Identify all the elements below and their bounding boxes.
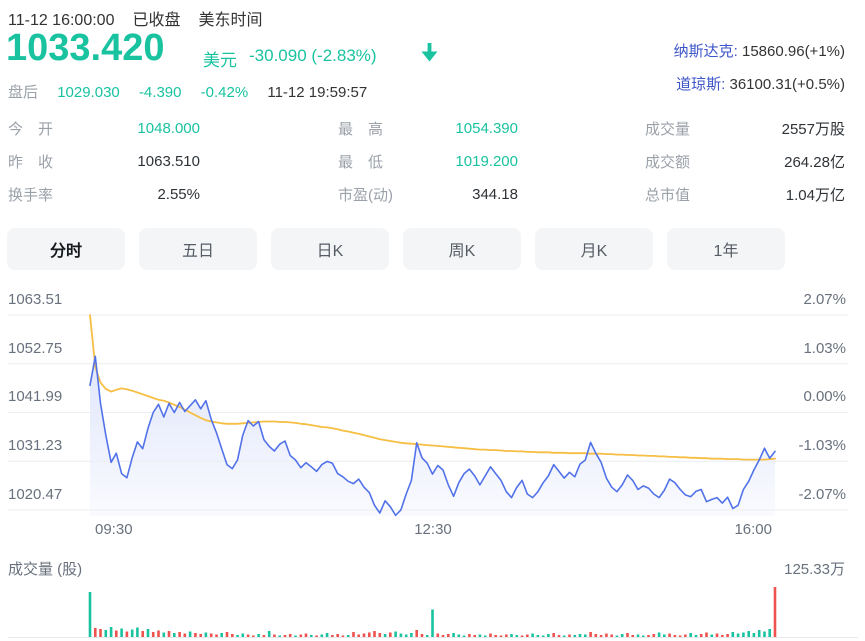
- stat-turnover-rate: 换手率 2.55%: [8, 178, 200, 211]
- tab-weekly-k[interactable]: 周K: [403, 228, 521, 270]
- stat-amount-label: 成交额: [645, 154, 691, 171]
- current-price: 1033.420: [6, 27, 165, 69]
- y-axis-price-1: 1063.51: [8, 291, 63, 308]
- index-dowjones[interactable]: 道琼斯: 36100.31(+0.5%): [674, 76, 845, 93]
- y-axis-price-3: 1041.99: [8, 388, 63, 405]
- stat-low-label: 最 低: [338, 154, 384, 171]
- x-axis-label-open: 09:30: [95, 521, 133, 538]
- stat-prev-close-value: 1063.510: [137, 153, 200, 170]
- stat-low: 最 低 1019.200: [338, 145, 518, 178]
- period-tabs: 分时 五日 日K 周K 月K 1年: [7, 228, 785, 270]
- after-hours-row: 盘后 1029.030 -4.390 -0.42% 11-12 19:59:57: [8, 81, 382, 102]
- stats-column-2: 最 高 1054.390 最 低 1019.200 市盈(动) 344.18: [338, 112, 518, 211]
- stat-open: 今 开 1048.000: [8, 112, 200, 145]
- after-hours-label: 盘后: [8, 84, 39, 101]
- stat-pe-ratio-label: 市盈(动): [338, 187, 393, 204]
- stat-pe-ratio: 市盈(动) 344.18: [338, 178, 518, 211]
- y-axis-pct-3: 0.00%: [803, 388, 846, 405]
- stat-high: 最 高 1054.390: [338, 112, 518, 145]
- after-hours-change-pct: -0.42%: [200, 84, 249, 101]
- volume-pane-label: 成交量 (股): [8, 561, 83, 578]
- stats-column-3: 成交量 2557万股 成交额 264.28亿 总市值 1.04万亿: [645, 112, 845, 211]
- down-arrow-icon: [421, 43, 438, 62]
- index-nasdaq[interactable]: 纳斯达克: 15860.96(+1%): [674, 43, 845, 60]
- y-axis-price-5: 1020.47: [8, 486, 63, 503]
- tab-5day[interactable]: 五日: [139, 228, 257, 270]
- after-hours-time: 11-12 19:59:57: [267, 84, 368, 101]
- tab-monthly-k[interactable]: 月K: [535, 228, 653, 270]
- stat-market-cap: 总市值 1.04万亿: [645, 178, 845, 211]
- indices-panel: 纳斯达克: 15860.96(+1%) 道琼斯: 36100.31(+0.5%): [674, 43, 845, 109]
- x-axis-label-noon: 12:30: [414, 521, 452, 538]
- index-nasdaq-name[interactable]: 纳斯达克:: [673, 43, 738, 60]
- stat-turnover-rate-value: 2.55%: [157, 186, 200, 203]
- stat-volume-label: 成交量: [645, 121, 691, 138]
- y-axis-pct-4: -1.03%: [798, 437, 846, 454]
- stat-market-cap-value: 1.04万亿: [785, 187, 845, 204]
- currency-label: 美元: [203, 51, 237, 70]
- stat-high-label: 最 高: [338, 121, 384, 138]
- stat-pe-ratio-value: 344.18: [472, 186, 518, 203]
- tab-1year[interactable]: 1年: [667, 228, 785, 270]
- stat-prev-close: 昨 收 1063.510: [8, 145, 200, 178]
- price-change: -30.090 (-2.83%): [249, 46, 377, 65]
- timezone-label: 美东时间: [198, 12, 263, 29]
- stat-volume: 成交量 2557万股: [645, 112, 845, 145]
- volume-max-value: 125.33万: [784, 561, 845, 578]
- stat-volume-value: 2557万股: [781, 121, 845, 138]
- stat-prev-close-label: 昨 收: [8, 154, 54, 171]
- tab-daily-k[interactable]: 日K: [271, 228, 389, 270]
- y-axis-pct-5: -2.07%: [798, 486, 846, 503]
- y-axis-pct-2: 1.03%: [803, 340, 846, 357]
- tab-intraday[interactable]: 分时: [7, 228, 125, 270]
- y-axis-pct-1: 2.07%: [803, 291, 846, 308]
- index-dowjones-name[interactable]: 道琼斯:: [676, 76, 726, 93]
- y-axis-price-2: 1052.75: [8, 340, 63, 357]
- stat-open-label: 今 开: [8, 121, 54, 138]
- after-hours-change: -4.390: [138, 84, 182, 101]
- quote-header: 11-12 16:00:00 已收盘 美东时间: [8, 6, 281, 30]
- x-axis-label-close: 16:00: [734, 521, 772, 538]
- stat-open-value: 1048.000: [137, 120, 200, 137]
- after-hours-price: 1029.030: [57, 84, 120, 101]
- stat-low-value: 1019.200: [455, 153, 518, 170]
- stats-column-1: 今 开 1048.000 昨 收 1063.510 换手率 2.55%: [8, 112, 200, 211]
- stat-amount-value: 264.28亿: [784, 154, 845, 171]
- index-nasdaq-value: 15860.96(+1%): [742, 43, 845, 60]
- index-dowjones-value: 36100.31(+0.5%): [729, 76, 845, 93]
- stat-amount: 成交额 264.28亿: [645, 145, 845, 178]
- stat-market-cap-label: 总市值: [645, 187, 691, 204]
- market-status: 已收盘: [132, 12, 181, 29]
- y-axis-price-4: 1031.23: [8, 437, 63, 454]
- stat-high-value: 1054.390: [455, 120, 518, 137]
- quote-datetime: 11-12 16:00:00: [8, 12, 115, 29]
- stat-turnover-rate-label: 换手率: [8, 187, 54, 204]
